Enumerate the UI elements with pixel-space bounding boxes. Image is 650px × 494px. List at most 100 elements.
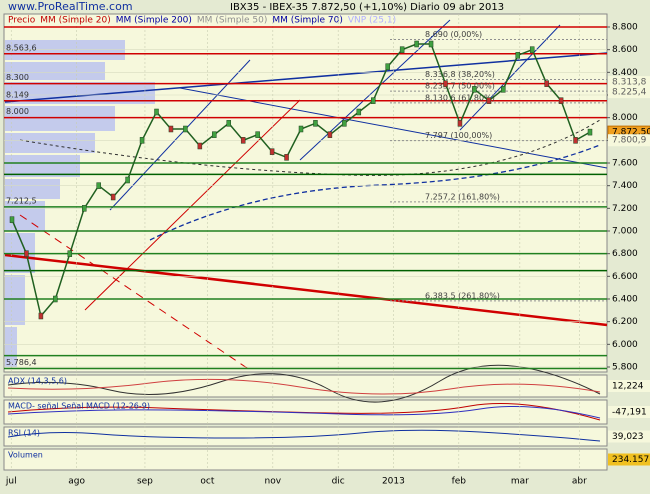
legend-entry: Precio: [8, 16, 36, 26]
price-label: 7.872,50: [612, 128, 650, 138]
candle: [269, 148, 275, 155]
candle: [96, 182, 101, 189]
candle: [544, 80, 549, 87]
chart-title: IBX35 - IBEX-35 7.872,50 (+1,10%) Diario…: [230, 2, 504, 13]
candle: [53, 295, 58, 303]
volume-profile: [5, 40, 155, 367]
panel-name: ADX (14,3,5,6): [8, 377, 67, 386]
candle: [255, 131, 260, 138]
candle: [472, 86, 477, 93]
x-tick-label: dic: [332, 477, 345, 487]
candle: [457, 120, 463, 127]
panel-value-box: [608, 430, 650, 443]
fibonacci-label: 8.336,8 (38,20%): [425, 70, 495, 79]
watermark: www.ProRealTime.com: [8, 0, 133, 13]
candle: [399, 46, 405, 53]
price-label: 8.313,8: [612, 78, 647, 88]
legend-entry: MM (Simple 200): [116, 16, 192, 26]
y-tick-label: 5.800: [612, 363, 638, 373]
panel-name: MACD- señal Señal MACD (12-26-9): [8, 402, 150, 411]
y-tick-label: 7.600: [612, 159, 638, 169]
x-tick-label: 2013: [382, 477, 405, 487]
x-tick-label: ago: [68, 477, 85, 487]
y-tick-label: 6.200: [612, 317, 638, 327]
panel-name: RSI (14): [8, 429, 40, 438]
candle: [284, 154, 289, 161]
candle: [342, 120, 347, 127]
candle: [573, 137, 578, 144]
x-tick-label: sep: [137, 477, 153, 487]
candle: [529, 46, 535, 53]
fibonacci-label: 7.797 (100,00%): [425, 131, 492, 140]
candle: [226, 120, 231, 127]
candle: [125, 176, 130, 184]
x-tick-label: nov: [265, 477, 282, 487]
candle: [587, 128, 593, 136]
panel-value: 39,023: [612, 432, 644, 442]
legend-entry: MM (Simple 20): [40, 16, 110, 26]
price-label: 7.800,9: [612, 136, 647, 146]
candle: [313, 120, 318, 127]
panel-value-box: [608, 453, 650, 466]
candle: [183, 125, 188, 133]
fibonacci-label: 6.383,5 (261,80%): [425, 291, 500, 300]
candle: [385, 63, 390, 70]
volume-panel: [3, 448, 608, 471]
y-tick-label: 6.400: [612, 295, 638, 305]
candle: [356, 108, 362, 116]
y-tick-label: 6.600: [612, 272, 638, 282]
candle: [298, 125, 304, 133]
y-tick-label: 7.200: [612, 204, 638, 214]
legend: Precio MM (Simple 20) MM (Simple 200) MM (S…: [8, 16, 396, 26]
panel-value: 234.157: [612, 455, 649, 465]
x-tick-label: oct: [200, 477, 214, 487]
y-tick-label: 6.000: [612, 340, 638, 350]
y-tick-label: 8.000: [612, 113, 638, 123]
legend-entry: MM (Simple 70): [272, 16, 342, 26]
candle: [428, 40, 434, 48]
price-label-box: [608, 86, 650, 99]
panel-value: 12,224: [612, 382, 644, 392]
candle: [443, 80, 448, 87]
y-tick-label: 8.600: [612, 45, 638, 55]
candle: [168, 125, 174, 133]
x-tick-label: abr: [572, 477, 587, 487]
candle: [67, 250, 73, 257]
level-label: 8.300: [6, 73, 29, 82]
fibonacci-label: 7.257,2 (161,80%): [425, 192, 500, 201]
legend-entry: VNP (25,1): [348, 16, 396, 26]
fibonacci-label: 8.233,7 (50,00%): [425, 82, 495, 91]
candle: [9, 216, 15, 223]
level-label: 8.563,6: [6, 43, 37, 52]
panel-value: -47,191: [612, 408, 647, 418]
x-tick-label: feb: [452, 477, 467, 487]
candle: [414, 40, 419, 48]
adx-panel: [3, 374, 608, 398]
x-tick-label: jul: [5, 477, 17, 487]
price-label-box: [608, 76, 650, 89]
candle: [327, 131, 333, 138]
level-label: 8.149: [6, 90, 29, 99]
level-label: 7.212,5: [6, 196, 37, 205]
panel-name: Volumen: [8, 451, 43, 460]
x-tick-label: mar: [511, 477, 529, 487]
candle: [371, 97, 376, 104]
y-tick-label: 8.400: [612, 68, 638, 78]
candle: [139, 137, 145, 144]
fibonacci-label: 8.690 (0,00%): [425, 30, 482, 39]
price-label-box: [608, 134, 650, 147]
candle: [515, 52, 520, 59]
candle: [501, 86, 506, 93]
candle: [110, 193, 116, 201]
y-tick-label: 6.800: [612, 249, 638, 259]
candle: [240, 137, 246, 144]
candle: [82, 205, 87, 212]
indicator-lines: [7, 364, 601, 442]
candle: [558, 97, 564, 104]
candle: [154, 108, 159, 116]
y-tick-label: 8.800: [612, 23, 638, 33]
level-label: 8.000: [6, 107, 29, 116]
candle: [24, 250, 29, 257]
y-tick-label: 7.400: [612, 181, 638, 191]
